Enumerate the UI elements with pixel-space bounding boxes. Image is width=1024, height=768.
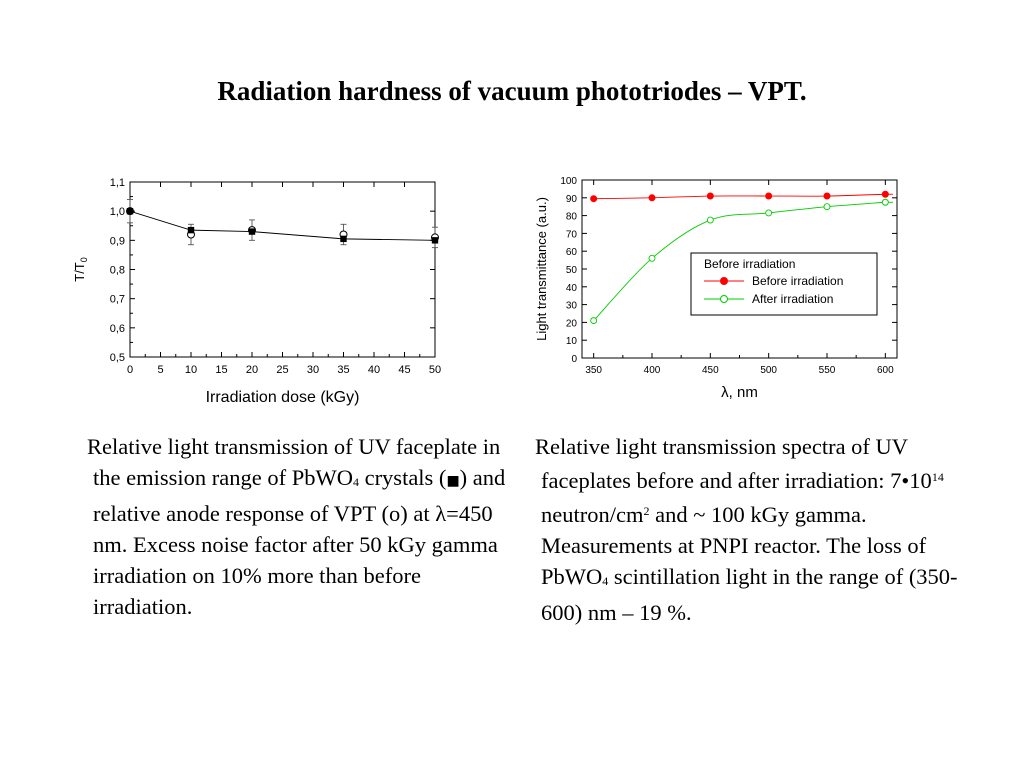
data-point xyxy=(881,198,889,206)
slide-title: Radiation hardness of vacuum phototriode… xyxy=(217,76,807,106)
y-axis-label: T/T0 xyxy=(72,257,89,282)
data-point-square xyxy=(340,235,347,243)
x-tick-label: 20 xyxy=(246,364,258,376)
y-tick-label: 70 xyxy=(566,229,578,240)
data-point xyxy=(765,209,773,217)
x-tick-label: 600 xyxy=(877,365,894,376)
data-point xyxy=(823,203,831,211)
y-axis-label-subscript: 0 xyxy=(79,257,89,262)
y-tick-label: 0,5 xyxy=(110,352,125,364)
x-tick-label: 35 xyxy=(337,364,349,376)
y-tick-label: 0,8 xyxy=(110,265,125,277)
caption-text: Relative light transmission of UV facepl… xyxy=(87,434,501,490)
y-axis-label: Light transmittance (a.u.) xyxy=(534,197,549,341)
transmittance-spectrum-chart: 350 400 450 500 550 600 0 10 20 30 40 50 60 70 80 90 100… xyxy=(534,176,898,401)
data-point-square xyxy=(431,237,439,244)
data-point xyxy=(648,194,656,202)
x-tick-label: 400 xyxy=(644,365,661,376)
plot-frame xyxy=(129,181,436,358)
y-tick-label: 0,6 xyxy=(110,323,125,335)
superscript: 2 xyxy=(643,504,650,518)
y-tick-label: 0,7 xyxy=(110,294,125,306)
right-caption: Relative light transmission spectra of U… xyxy=(535,431,975,628)
dose-response-chart: 0 5 10 15 20 25 30 35 40 45 50 0,5 0,6 0,7 0,8 0,9 1,0 1,… xyxy=(72,177,441,406)
square-marker-symbol: ■ xyxy=(446,473,460,489)
legend-label: After irradiation xyxy=(752,292,833,306)
caption-text: Relative light transmission spectra of U… xyxy=(535,434,932,493)
y-tick-label: 1,1 xyxy=(110,177,125,189)
x-tick-label: 10 xyxy=(185,364,197,376)
lambda-symbol: λ xyxy=(435,501,447,526)
y-tick-label: 90 xyxy=(566,194,578,205)
data-point xyxy=(881,190,889,198)
subscript: 4 xyxy=(602,574,609,588)
data-point xyxy=(706,192,714,200)
subscript: 4 xyxy=(352,475,359,489)
data-point-square xyxy=(187,226,195,234)
series-line xyxy=(593,193,886,200)
caption-text: scintillation light in the range of (350… xyxy=(541,564,958,625)
data-point xyxy=(648,254,656,262)
y-axis-label-main: T/T xyxy=(72,262,87,282)
y-tick-label: 20 xyxy=(566,318,578,329)
data-point xyxy=(590,317,598,325)
y-tick-label: 60 xyxy=(566,247,578,258)
x-tick-label: 45 xyxy=(398,364,410,376)
x-tick-label: 30 xyxy=(307,364,319,376)
y-tick-label: 100 xyxy=(560,176,577,187)
caption-text: crystals ( xyxy=(358,465,447,490)
data-point xyxy=(590,195,598,203)
data-point-square xyxy=(126,207,134,215)
legend-title: Before irradiation xyxy=(704,257,795,271)
left-caption: Relative light transmission of UV facepl… xyxy=(87,431,512,622)
caption-text: =450 nm. Excess noise factor after 50 kG… xyxy=(93,501,498,619)
data-point xyxy=(765,192,773,200)
y-tick-label: 40 xyxy=(566,283,578,294)
data-point-square xyxy=(248,228,256,235)
y-tick-label: 80 xyxy=(566,212,578,223)
x-tick-label: 350 xyxy=(585,365,602,376)
caption-text: neutron/cm xyxy=(541,502,644,527)
x-axis-label: λ, nm xyxy=(721,384,758,401)
x-tick-label: 50 xyxy=(429,364,441,376)
x-tick-label: 550 xyxy=(819,365,836,376)
legend-marker xyxy=(720,277,728,285)
x-tick-label: 25 xyxy=(276,364,288,376)
caption-text: ) and relative anode response of VPT (o)… xyxy=(93,465,506,526)
y-tick-label: 0,9 xyxy=(110,235,125,247)
x-tick-label: 0 xyxy=(127,364,133,376)
series-line xyxy=(129,210,436,241)
x-tick-label: 450 xyxy=(702,365,719,376)
legend-label: Before irradiation xyxy=(752,274,843,288)
x-tick-label: 5 xyxy=(157,364,163,376)
y-tick-label: 50 xyxy=(566,265,578,276)
superscript: 14 xyxy=(931,470,944,484)
x-tick-label: 40 xyxy=(368,364,380,376)
x-tick-label: 15 xyxy=(215,364,227,376)
data-point xyxy=(706,216,714,224)
y-tick-label: 30 xyxy=(566,301,578,312)
data-point xyxy=(823,192,831,200)
x-axis-label: Irradiation dose (kGy) xyxy=(206,389,360,406)
y-tick-label: 1,0 xyxy=(110,206,125,218)
x-tick-label: 500 xyxy=(760,365,777,376)
caption-text: and ~ 100 kGy gamma. Measurements at PNP… xyxy=(541,502,927,589)
y-tick-label: 0 xyxy=(571,354,577,365)
y-tick-label: 10 xyxy=(566,336,578,347)
legend-marker xyxy=(720,295,728,303)
